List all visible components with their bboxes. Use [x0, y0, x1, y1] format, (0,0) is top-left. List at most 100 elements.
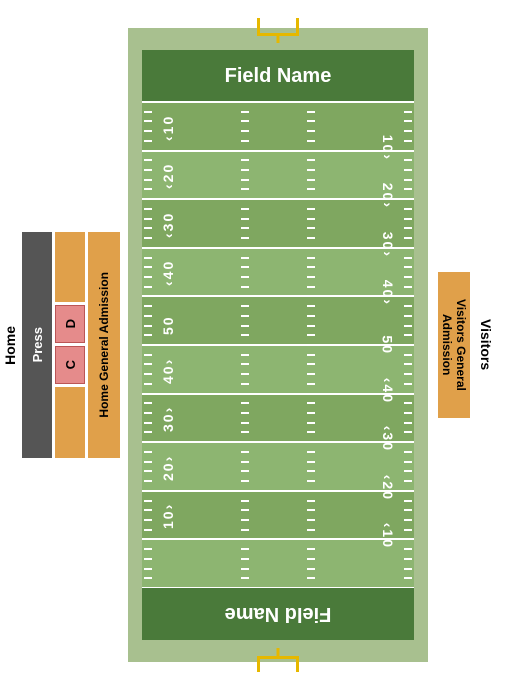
hash-mark: [241, 325, 249, 327]
hash-mark: [241, 334, 249, 336]
sideline-tick: [144, 509, 152, 511]
turf-stripe: [142, 296, 414, 345]
sideline-tick: [404, 422, 412, 424]
yard-line: [142, 344, 414, 346]
sideline-tick: [144, 227, 152, 229]
hash-mark: [241, 577, 249, 579]
turf-stripe: [142, 539, 414, 588]
turf-stripe: [142, 151, 414, 200]
sideline-tick: [404, 218, 412, 220]
hash-mark: [241, 130, 249, 132]
sideline-tick: [144, 120, 152, 122]
hash-mark: [241, 120, 249, 122]
sideline-tick: [144, 461, 152, 463]
home-label-text: Home: [2, 326, 18, 365]
hash-mark: [307, 111, 315, 113]
sideline-tick: [404, 354, 412, 356]
sideline-tick: [404, 140, 412, 142]
sideline-tick: [404, 120, 412, 122]
hash-mark: [307, 315, 315, 317]
sideline-tick: [404, 577, 412, 579]
hash-mark: [241, 169, 249, 171]
yard-line: [142, 295, 414, 297]
sideline-tick: [404, 558, 412, 560]
hash-mark: [241, 402, 249, 404]
hash-mark: [307, 461, 315, 463]
hash-mark: [241, 159, 249, 161]
home-section-upper[interactable]: [55, 232, 85, 302]
home-side-label: Home: [0, 280, 20, 410]
home-section-lower[interactable]: [55, 387, 85, 458]
hash-mark: [241, 412, 249, 414]
hash-mark: [307, 276, 315, 278]
sideline-tick: [404, 325, 412, 327]
hash-mark: [307, 568, 315, 570]
hash-mark: [241, 529, 249, 531]
hash-mark: [241, 509, 249, 511]
sideline-tick: [144, 257, 152, 259]
endzone-bottom-label: Field Name: [225, 603, 332, 626]
hash-mark: [307, 500, 315, 502]
yard-number-right: 30›: [380, 232, 396, 258]
sideline-tick: [144, 325, 152, 327]
hash-mark: [307, 363, 315, 365]
hash-mark: [307, 451, 315, 453]
hash-mark: [241, 548, 249, 550]
hash-mark: [307, 354, 315, 356]
hash-mark: [307, 227, 315, 229]
sideline-tick: [404, 519, 412, 521]
sideline-tick: [404, 480, 412, 482]
press-box[interactable]: Press: [22, 232, 52, 458]
home-section-c[interactable]: C: [55, 346, 85, 384]
hash-mark: [307, 558, 315, 560]
sideline-tick: [144, 354, 152, 356]
sideline-tick: [144, 179, 152, 181]
visitors-side-label: Visitors: [476, 280, 496, 410]
sideline-tick: [144, 188, 152, 190]
sideline-tick: [144, 470, 152, 472]
goalpost-top: [253, 18, 303, 44]
hash-mark: [241, 373, 249, 375]
hash-mark: [241, 500, 249, 502]
sideline-tick: [144, 266, 152, 268]
yard-number-left: ‹40: [160, 260, 176, 286]
hash-mark: [241, 461, 249, 463]
sideline-tick: [144, 548, 152, 550]
hash-mark: [241, 422, 249, 424]
hash-mark: [307, 577, 315, 579]
hash-mark: [241, 257, 249, 259]
yard-number-right: 10›: [380, 134, 396, 160]
sideline-tick: [404, 286, 412, 288]
visitors-ga-label: Visitors General Admission: [440, 272, 468, 418]
hash-mark: [307, 130, 315, 132]
sideline-tick: [404, 179, 412, 181]
yard-number-left: 30›: [160, 406, 176, 432]
yard-number-right: 40›: [380, 280, 396, 306]
turf-stripe: [142, 248, 414, 297]
hash-mark: [241, 179, 249, 181]
home-ga-label: Home General Admission: [97, 272, 111, 418]
yard-number-right: ‹40: [380, 377, 396, 403]
hash-mark: [307, 179, 315, 181]
sideline-tick: [144, 519, 152, 521]
sideline-tick: [404, 529, 412, 531]
yard-number-left: 20›: [160, 455, 176, 481]
yard-number-right: 50: [380, 335, 396, 355]
yard-line: [142, 538, 414, 540]
hash-mark: [241, 470, 249, 472]
home-general-admission[interactable]: Home General Admission: [88, 232, 120, 458]
endzone-bottom: Field Name: [142, 588, 414, 640]
hash-mark: [307, 402, 315, 404]
sideline-tick: [144, 558, 152, 560]
sideline-tick: [404, 470, 412, 472]
sideline-tick: [404, 276, 412, 278]
hash-mark: [307, 529, 315, 531]
home-section-d[interactable]: D: [55, 305, 85, 343]
endzone-top: Field Name: [142, 50, 414, 102]
hash-mark: [241, 208, 249, 210]
sideline-tick: [404, 548, 412, 550]
seating-chart: Home Press D C Home General Admission Fi…: [0, 0, 525, 690]
yard-number-left: 50: [160, 315, 176, 335]
hash-mark: [307, 325, 315, 327]
visitors-general-admission[interactable]: Visitors General Admission: [438, 272, 470, 418]
